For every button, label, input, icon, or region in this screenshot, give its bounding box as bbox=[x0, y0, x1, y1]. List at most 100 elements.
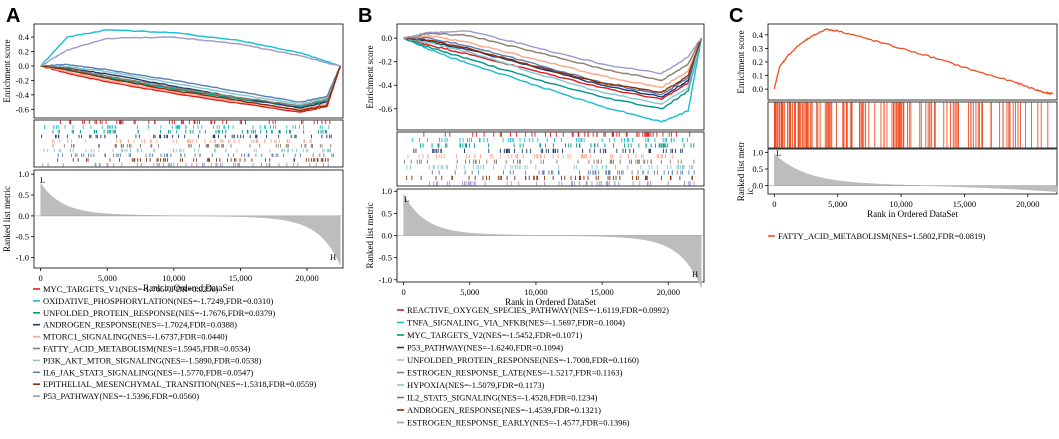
legend-entry: MYC_TARGETS_V1(NES=-1.7657,FDR=0.0256) bbox=[43, 284, 219, 294]
xlabel: Rank in Ordered DataSet bbox=[867, 209, 958, 219]
legend-entry: ANDROGEN_RESPONSE(NES=-1.7024,FDR=0.0388… bbox=[43, 320, 237, 330]
legend-entry: MYC_TARGETS_V2(NES=-1.5452,FDR=0.1071) bbox=[407, 330, 583, 340]
xtick-label: 15,000 bbox=[953, 199, 976, 209]
metric-ytick-label: 1.0 bbox=[752, 147, 763, 157]
legend-entry: IL2_STAT5_SIGNALING(NES=-1.4528,FDR=0.12… bbox=[407, 393, 598, 403]
xtick-label: 0 bbox=[401, 287, 405, 297]
es-ytick-label: 0.1 bbox=[752, 71, 763, 81]
xtick-label: 10,000 bbox=[524, 287, 547, 297]
hits-frame bbox=[396, 131, 705, 187]
legend-entry: MTORC1_SIGNALING(NES=-1.6737,FDR=0.0440) bbox=[43, 332, 228, 342]
xtick-label: 0 bbox=[772, 199, 776, 209]
es-ytick-label: -0.6 bbox=[379, 104, 392, 114]
es-series-line bbox=[40, 65, 341, 107]
es-ytick-label: 0.2 bbox=[18, 46, 29, 56]
metric-ytick-label: -0.5 bbox=[16, 232, 29, 242]
panel-b: B 0.0 -0.2 -0.4 -0.6 Enrichment score 1.0 0.5 0.… bbox=[358, 5, 705, 428]
corner-label: L bbox=[404, 194, 409, 204]
es-ytick-label: -0.6 bbox=[16, 104, 29, 114]
metric-ytick-label: -1.0 bbox=[379, 275, 392, 285]
xtick-label: 20,000 bbox=[295, 273, 318, 283]
xtick-label: 20,000 bbox=[1016, 199, 1039, 209]
es-series-line bbox=[40, 65, 341, 112]
corner-label: L bbox=[776, 148, 781, 158]
legend-entry: UNFOLDED_PROTEIN_RESPONSE(NES=-1.7008,FD… bbox=[407, 355, 639, 365]
metric-ytick-label: 0.5 bbox=[381, 208, 392, 218]
legend-entry: ANDROGEN_RESPONSE(NES=-1.4539,FDR=0.1321… bbox=[407, 405, 601, 415]
legend-entry: OXIDATIVE_PHOSPHORYLATION(NES=-1.7249,FD… bbox=[43, 296, 274, 306]
xtick-label: 15,000 bbox=[590, 287, 613, 297]
metric-ylabel-extra: ic bbox=[745, 188, 755, 195]
es-series-line bbox=[40, 63, 341, 103]
xtick-label: 5,000 bbox=[460, 287, 479, 297]
es-plot-frame bbox=[767, 23, 1058, 101]
metric-ytick-label: 0.0 bbox=[752, 181, 763, 191]
metric-ytick-label: 0.5 bbox=[752, 164, 763, 174]
legend-entry: PI3K_AKT_MTOR_SIGNALING(NES=-1.5890,FDR=… bbox=[43, 355, 262, 365]
xtick-label: 5,000 bbox=[98, 273, 117, 283]
es-series-line bbox=[403, 37, 703, 105]
legend-entry: REACTIVE_OXYGEN_SPECIES_PATHWAY(NES=-1.6… bbox=[407, 305, 669, 315]
panel-letter: C bbox=[729, 5, 743, 27]
legend-entry: FATTY_ACID_METABOLISM(NES=1.5802,FDR=0.0… bbox=[778, 231, 985, 241]
legend-entry: ESTROGEN_RESPONSE_EARLY(NES=-1.4577,FDR=… bbox=[407, 418, 630, 428]
metric-ytick-label: -1.0 bbox=[16, 253, 29, 263]
panel-c: C 0.4 0.3 0.2 0.1 0.0 Enrichment score 1.0 0.5 0.… bbox=[729, 5, 1058, 241]
es-ytick-label: -0.4 bbox=[379, 80, 393, 90]
es-series-line bbox=[40, 29, 341, 67]
corner-label: L bbox=[40, 175, 45, 185]
es-series-line bbox=[40, 65, 341, 111]
corner-label: H bbox=[330, 252, 336, 262]
es-ytick-label: 0.0 bbox=[752, 84, 763, 94]
panel-letter: A bbox=[6, 5, 20, 27]
es-series-line bbox=[403, 37, 703, 94]
metric-ylabel: Ranked list metric bbox=[2, 186, 12, 252]
es-ytick-label: 0.3 bbox=[752, 43, 763, 53]
xtick-label: 15,000 bbox=[229, 273, 252, 283]
legend-entry: HYPOXIA(NES=-1.5079,FDR=0.1173) bbox=[407, 380, 545, 390]
es-ytick-label: -0.2 bbox=[16, 75, 29, 85]
es-series-line bbox=[403, 37, 703, 110]
legend-entry: TNFA_SIGNALING_VIA_NFKB(NES=-1.5697,FDR=… bbox=[407, 318, 625, 328]
legend-entry: IL6_JAK_STAT3_SIGNALING(NES=-1.5770,FDR=… bbox=[43, 367, 253, 377]
es-series-line bbox=[403, 37, 703, 98]
metric-ytick-label: 1.0 bbox=[381, 186, 392, 196]
legend-entry: P53_PATHWAY(NES=-1.6240,FDR=0.1094) bbox=[407, 343, 563, 353]
xtick-label: 0 bbox=[39, 273, 43, 283]
es-ytick-label: -0.4 bbox=[16, 90, 30, 100]
legend-entry: ESTROGEN_RESPONSE_LATE(NES=-1.5217,FDR=0… bbox=[407, 368, 623, 378]
es-ytick-label: 0.4 bbox=[18, 32, 29, 42]
xtick-label: 20,000 bbox=[657, 287, 680, 297]
es-series-line bbox=[403, 37, 703, 123]
metric-ytick-label: 0.0 bbox=[381, 231, 392, 241]
es-ylabel: Enrichment score bbox=[2, 39, 12, 102]
es-series-line bbox=[40, 36, 341, 67]
legend-entry: EPITHELIAL_MESENCHYMAL_TRANSITION(NES=-1… bbox=[43, 379, 316, 389]
xlabel: Rank in Ordered DataSet bbox=[505, 297, 596, 307]
es-series-line bbox=[403, 37, 703, 101]
metric-ytick-label: 0.0 bbox=[18, 211, 29, 221]
metric-ytick-label: -0.5 bbox=[379, 253, 392, 263]
corner-label: H bbox=[692, 269, 698, 279]
xtick-label: 10,000 bbox=[162, 273, 185, 283]
es-series-line bbox=[403, 30, 702, 75]
legend-entry: UNFOLDED_PROTEIN_RESPONSE(NES=-1.7676,FD… bbox=[43, 308, 275, 318]
hits-frame bbox=[33, 119, 344, 168]
metric-ylabel: Ranked list metric bbox=[365, 203, 375, 269]
es-ytick-label: 0.0 bbox=[18, 61, 29, 71]
metric-ytick-label: 0.5 bbox=[18, 190, 29, 200]
es-ytick-label: 0.0 bbox=[381, 33, 392, 43]
es-series-line bbox=[40, 65, 341, 106]
es-series-line bbox=[773, 28, 1054, 96]
legend-entry: FATTY_ACID_METABOLISM(NES=1.5945,FDR=0.0… bbox=[43, 344, 250, 354]
legend-entry: P53_PATHWAY(NES=-1.5396,FDR=0.0560) bbox=[43, 391, 199, 401]
xtick-label: 5,000 bbox=[828, 199, 847, 209]
es-ytick-label: 0.2 bbox=[752, 57, 763, 67]
xtick-label: 10,000 bbox=[889, 199, 912, 209]
xlabel: Rank in Ordered DataSet bbox=[143, 283, 234, 293]
es-ylabel: Enrichment score bbox=[365, 45, 375, 108]
es-series-line bbox=[403, 32, 703, 82]
panel-letter: B bbox=[358, 5, 372, 27]
